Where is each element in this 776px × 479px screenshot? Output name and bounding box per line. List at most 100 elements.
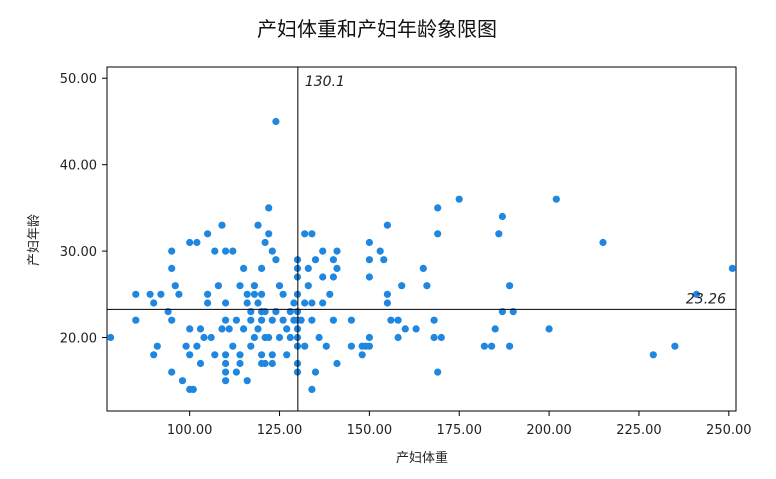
data-point [401, 325, 409, 333]
data-point [168, 316, 176, 324]
data-point [365, 333, 373, 342]
data-point [506, 342, 514, 350]
data-point [319, 273, 327, 281]
y-tick-label: 30.00 [60, 245, 97, 260]
data-point [268, 359, 276, 368]
data-point [329, 316, 337, 324]
data-point [308, 316, 316, 324]
data-point [671, 342, 679, 350]
data-point [222, 299, 230, 307]
data-point [430, 316, 438, 324]
data-point [365, 238, 373, 247]
x-axis-title: 产妇体重 [396, 450, 448, 466]
data-point [423, 282, 431, 290]
data-point [286, 333, 294, 342]
data-point [434, 230, 442, 238]
data-point [236, 351, 244, 359]
data-point [250, 333, 258, 342]
data-point [265, 230, 273, 238]
data-point [491, 325, 499, 333]
data-point [258, 351, 266, 359]
data-point [200, 333, 208, 342]
data-point [150, 299, 158, 307]
data-point [211, 247, 219, 255]
data-point [107, 333, 115, 342]
data-point [495, 230, 503, 238]
data-point [204, 299, 212, 307]
data-point [225, 325, 233, 333]
data-point [283, 351, 291, 359]
y-tick-label: 20.00 [60, 332, 97, 347]
data-point [649, 351, 657, 359]
data-point [480, 342, 488, 350]
chart-title: 产妇体重和产妇年龄象限图 [257, 17, 497, 41]
data-point [240, 264, 248, 272]
data-point [146, 290, 154, 298]
data-point [383, 221, 391, 229]
data-point [211, 351, 219, 359]
data-point [132, 290, 140, 298]
data-point [275, 333, 284, 342]
data-point [186, 325, 194, 333]
data-point [365, 273, 373, 281]
data-point [254, 325, 262, 333]
data-point [333, 247, 341, 255]
data-point [268, 247, 276, 255]
data-point [333, 264, 341, 272]
data-point [222, 377, 230, 385]
data-point [258, 264, 266, 272]
data-point [308, 385, 316, 393]
data-point [275, 282, 284, 290]
x-tick-label: 175.00 [436, 423, 482, 438]
data-point [376, 247, 384, 255]
data-point [365, 342, 373, 350]
y-tick-label: 40.00 [60, 159, 97, 174]
x-tick-label: 125.00 [257, 423, 303, 438]
data-point [347, 316, 355, 324]
data-point [315, 333, 323, 342]
data-point [247, 316, 255, 324]
data-point [218, 325, 226, 333]
data-point [279, 290, 287, 298]
data-point [258, 316, 266, 324]
data-point [261, 238, 269, 247]
data-point [419, 264, 427, 272]
x-axis-ticks: 100.00 125.00 150.00 175.00 200.00 225.00 250.… [167, 411, 752, 438]
data-point [247, 342, 255, 350]
data-point [301, 342, 309, 350]
data-point [178, 377, 187, 385]
data-point [204, 290, 212, 298]
data-point [358, 351, 366, 359]
data-point [171, 282, 179, 290]
data-point [304, 264, 312, 272]
data-points [107, 117, 737, 393]
data-point [272, 256, 280, 264]
data-point [254, 221, 262, 229]
data-point [326, 290, 334, 298]
data-point [254, 299, 262, 307]
reference-label-y: 23.26 [686, 291, 726, 307]
data-point [182, 342, 190, 350]
data-point [308, 299, 316, 307]
data-point [272, 117, 280, 126]
data-point [261, 359, 269, 368]
data-point [279, 316, 287, 324]
data-point [329, 256, 337, 264]
data-point [222, 351, 230, 359]
data-point [268, 351, 276, 359]
data-point [383, 299, 391, 307]
data-point [232, 368, 240, 376]
data-point [434, 368, 442, 376]
data-point [186, 238, 194, 247]
data-point [283, 325, 291, 333]
data-point [153, 342, 161, 350]
data-point [193, 342, 201, 350]
data-point [506, 282, 514, 290]
data-point [297, 316, 305, 324]
data-point [168, 247, 176, 255]
y-tick-label: 50.00 [60, 72, 97, 87]
data-point [265, 204, 273, 212]
data-point [150, 351, 158, 359]
data-point [498, 212, 506, 221]
data-point [311, 368, 320, 376]
